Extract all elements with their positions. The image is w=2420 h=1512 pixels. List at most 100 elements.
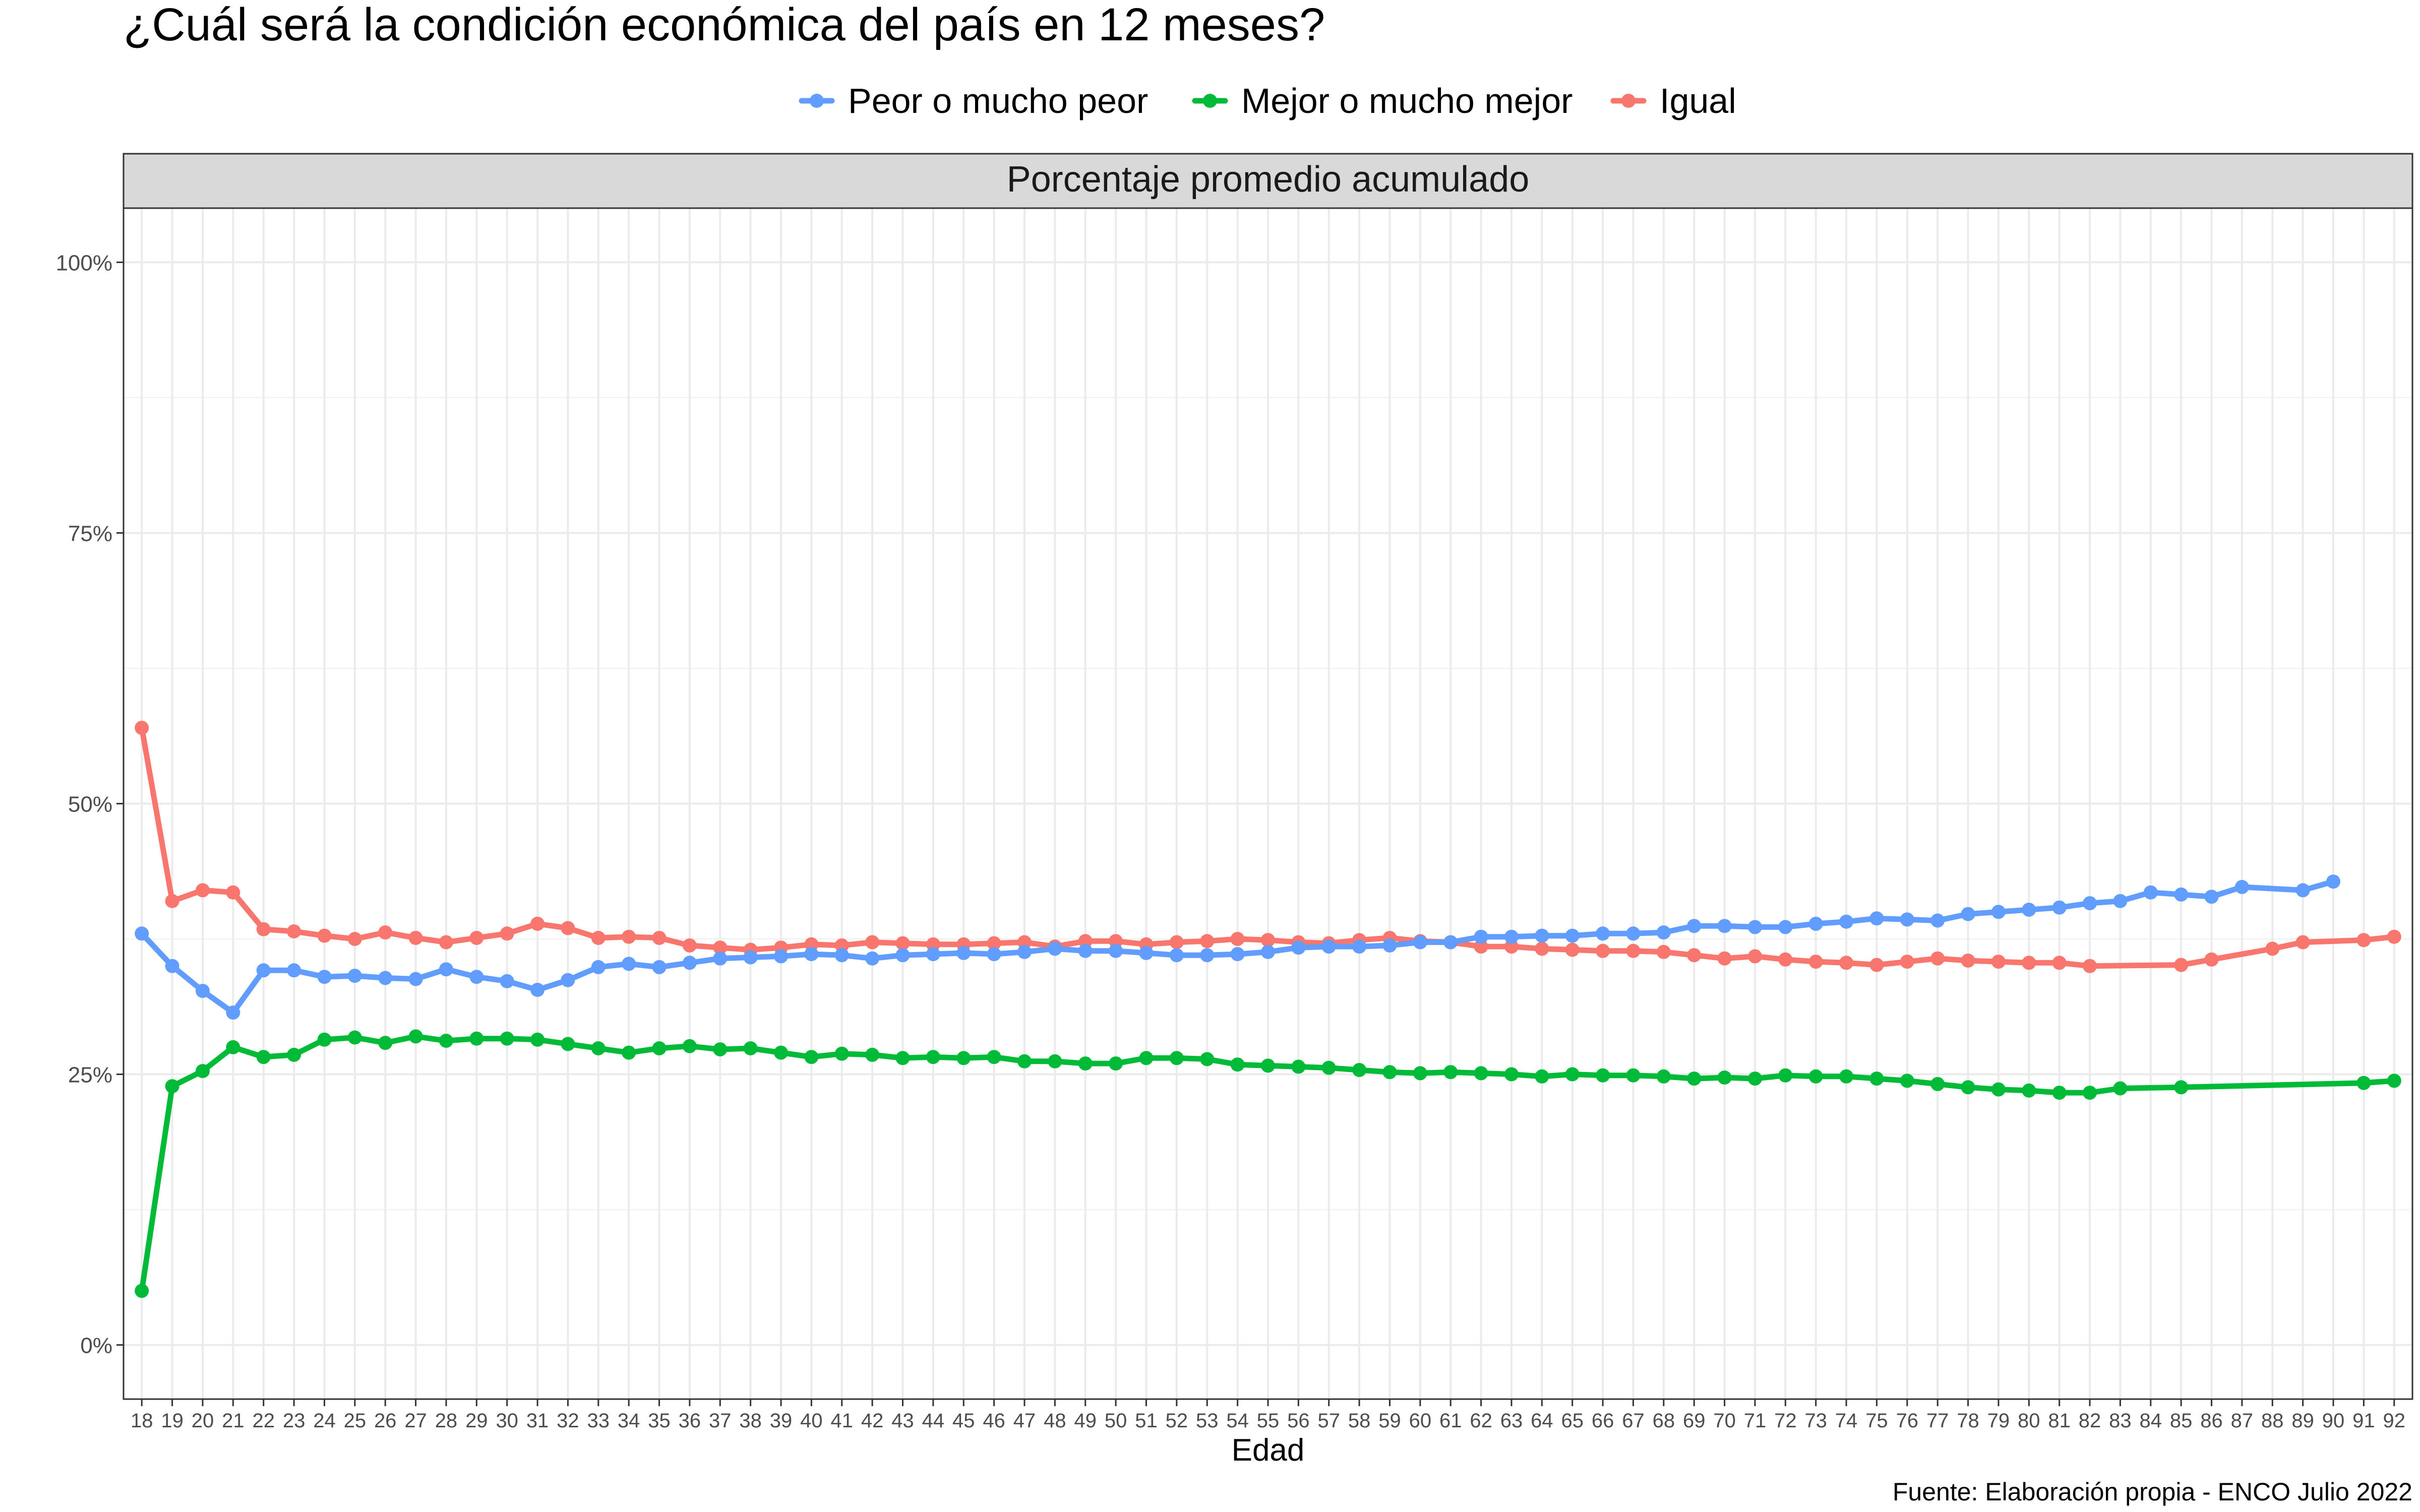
x-tick-label: 91 <box>2352 1410 2375 1432</box>
x-tick-label: 68 <box>1653 1410 1675 1432</box>
x-tick-label: 33 <box>587 1410 610 1432</box>
data-point <box>1200 948 1215 963</box>
x-tick-label: 89 <box>2291 1410 2314 1432</box>
x-tick-label: 43 <box>891 1410 914 1432</box>
x-tick-label: 88 <box>2261 1410 2284 1432</box>
x-tick-label: 27 <box>404 1410 427 1432</box>
data-point <box>317 928 332 943</box>
data-point <box>804 947 819 962</box>
data-point <box>1291 940 1306 955</box>
data-point <box>1565 928 1580 943</box>
series-igual <box>135 721 2401 973</box>
data-point <box>1109 1056 1123 1071</box>
data-point <box>1930 1077 1945 1091</box>
x-tick-label: 64 <box>1531 1410 1553 1432</box>
data-point <box>378 1036 393 1050</box>
x-tick-label: 72 <box>1774 1410 1797 1432</box>
data-point <box>2083 1086 2097 1100</box>
data-point <box>2295 883 2310 898</box>
x-tick-label: 57 <box>1317 1410 1340 1432</box>
data-point <box>1656 1069 1671 1084</box>
data-point <box>1717 951 1732 966</box>
data-point <box>1017 935 1032 950</box>
data-point <box>1839 1069 1854 1084</box>
data-point <box>530 983 545 997</box>
data-point <box>591 960 606 974</box>
x-tick-label: 34 <box>618 1410 640 1432</box>
data-point <box>1991 1082 2006 1097</box>
data-point <box>622 957 636 971</box>
legend-key-point <box>810 94 824 108</box>
data-point <box>1808 916 1823 931</box>
data-point <box>196 1064 210 1079</box>
data-point <box>347 1030 362 1045</box>
x-tick-label: 49 <box>1074 1410 1097 1432</box>
x-tick-label: 73 <box>1804 1410 1827 1432</box>
data-point <box>500 926 514 941</box>
data-point <box>408 930 423 945</box>
data-point <box>1900 955 1914 969</box>
x-tick-label: 55 <box>1257 1410 1280 1432</box>
data-point <box>865 951 880 966</box>
data-point <box>804 1050 819 1064</box>
data-point <box>1382 938 1397 953</box>
data-point <box>2356 933 2371 948</box>
data-point <box>1261 944 1275 959</box>
data-point <box>1535 941 1549 956</box>
x-tick-label: 67 <box>1622 1410 1645 1432</box>
series-layer <box>135 721 2401 1298</box>
data-point <box>895 1051 910 1065</box>
x-tick-label: 69 <box>1683 1410 1706 1432</box>
x-tick-label: 58 <box>1348 1410 1371 1432</box>
data-point <box>865 1047 880 1062</box>
data-point <box>317 1032 332 1047</box>
data-point <box>287 924 301 938</box>
legend-key-point <box>1203 94 1217 108</box>
data-point <box>2052 900 2067 915</box>
data-point <box>1017 944 1032 959</box>
legend-label: Mejor o mucho mejor <box>1241 81 1572 120</box>
x-tick-label: 20 <box>192 1410 214 1432</box>
data-point <box>1930 951 1945 966</box>
data-point <box>2113 894 2128 908</box>
data-point <box>561 921 575 935</box>
x-tick-label: 76 <box>1896 1410 1919 1432</box>
x-tick-label: 48 <box>1044 1410 1066 1432</box>
data-point <box>135 926 149 941</box>
data-point <box>1626 1068 1641 1083</box>
data-point <box>622 929 636 944</box>
data-point <box>135 1284 149 1298</box>
x-tick-label: 37 <box>709 1410 732 1432</box>
data-point <box>1261 1058 1275 1073</box>
x-tick-label: 39 <box>770 1410 793 1432</box>
data-point <box>1230 947 1245 962</box>
data-point <box>1687 1072 1702 1086</box>
data-point <box>256 1050 271 1064</box>
data-point <box>1474 929 1488 944</box>
data-point <box>2204 890 2219 904</box>
x-tick-label: 47 <box>1013 1410 1036 1432</box>
data-point <box>926 1050 940 1064</box>
x-tick-label: 60 <box>1409 1410 1432 1432</box>
data-point <box>2083 896 2097 911</box>
data-point <box>1869 958 1884 972</box>
data-point <box>226 1040 240 1054</box>
data-point <box>591 930 606 945</box>
x-tick-label: 29 <box>465 1410 488 1432</box>
data-point <box>1321 1060 1336 1075</box>
x-tick-label: 40 <box>800 1410 823 1432</box>
data-point <box>1413 1066 1427 1081</box>
facet-strip-label: Porcentaje promedio acumulado <box>1007 159 1530 200</box>
x-tick-label: 41 <box>831 1410 854 1432</box>
x-tick-label: 71 <box>1744 1410 1767 1432</box>
x-tick-label: 90 <box>2322 1410 2345 1432</box>
data-point <box>1352 1063 1367 1077</box>
data-point <box>926 937 940 952</box>
data-point <box>2234 879 2249 894</box>
x-tick-label: 28 <box>435 1410 458 1432</box>
data-point <box>926 947 940 962</box>
data-point <box>1626 926 1641 941</box>
data-point <box>2387 1074 2401 1088</box>
data-point <box>2265 941 2280 956</box>
data-point <box>2174 958 2189 972</box>
